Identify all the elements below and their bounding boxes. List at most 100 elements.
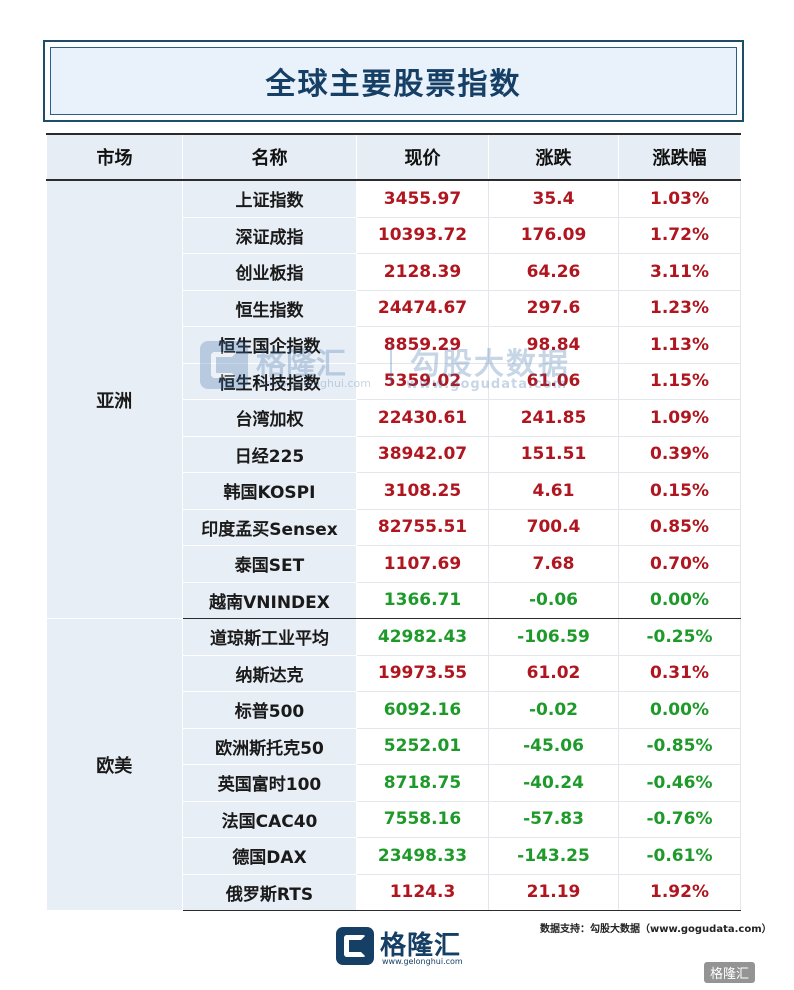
- table-row: 恒生科技指数 5359.02 61.06 1.15%: [47, 363, 741, 400]
- price-cell: 3455.97: [356, 180, 489, 218]
- index-name-cell: 英国富时100: [182, 764, 357, 802]
- price-cell: 1366.71: [356, 582, 489, 619]
- title-banner: 全球主要股票指数: [43, 40, 744, 122]
- index-name-cell: 泰国SET: [182, 545, 357, 583]
- table-row: 亚洲 上证指数 3455.97 35.4 1.03%: [46, 180, 741, 619]
- index-name-cell: 恒生国企指数: [182, 326, 357, 364]
- change-cell: 241.85: [488, 399, 619, 437]
- pct-change-cell: 1.92%: [618, 874, 741, 911]
- change-cell: -57.83: [488, 801, 619, 838]
- price-cell: 1124.3: [356, 874, 489, 911]
- price-cell: 42982.43: [356, 618, 489, 656]
- header-market: 市场: [46, 133, 183, 181]
- market-cell: 欧美: [46, 618, 183, 911]
- pct-change-cell: 1.09%: [618, 399, 741, 437]
- price-cell: 7558.16: [356, 801, 489, 838]
- table-row: 台湾加权 22430.61 241.85 1.09%: [47, 399, 741, 437]
- table-row: 标普500 6092.16 -0.02 0.00%: [47, 691, 741, 729]
- table-row: 印度孟买Sensex 82755.51 700.4 0.85%: [47, 509, 741, 546]
- table-row: 韩国KOSPI 3108.25 4.61 0.15%: [47, 472, 741, 510]
- index-table: 市场 名称 现价 涨跌 涨跌幅 亚洲 上证指数 3455.97 35.4 1.03% 深证…: [46, 133, 741, 911]
- table-row: 创业板指 2128.39 64.26 3.11%: [47, 253, 741, 291]
- pct-change-cell: 0.85%: [618, 509, 741, 546]
- table-row: 恒生指数 24474.67 297.6 1.23%: [47, 290, 741, 327]
- index-name-cell: 俄罗斯RTS: [182, 874, 357, 911]
- pct-change-cell: 1.15%: [618, 363, 741, 400]
- page-title: 全球主要股票指数: [265, 67, 522, 102]
- header-name: 名称: [182, 133, 357, 181]
- pct-change-cell: -0.76%: [618, 801, 741, 838]
- table-body: 亚洲 上证指数 3455.97 35.4 1.03% 深证成指 10393.72 176.09…: [46, 180, 741, 911]
- pct-change-cell: 3.11%: [618, 253, 741, 291]
- price-cell: 8859.29: [356, 326, 489, 364]
- corner-watermark: 格隆汇: [704, 962, 756, 983]
- table-row: 深证成指 10393.72 176.09 1.72%: [47, 217, 741, 254]
- table-row: 法国CAC40 7558.16 -57.83 -0.76%: [47, 801, 741, 838]
- pct-change-cell: 0.39%: [618, 436, 741, 473]
- pct-change-cell: 0.70%: [618, 545, 741, 583]
- pct-change-cell: -0.25%: [618, 618, 741, 656]
- pct-change-cell: 1.03%: [618, 180, 741, 218]
- table-row: 泰国SET 1107.69 7.68 0.70%: [47, 545, 741, 583]
- price-cell: 8718.75: [356, 764, 489, 802]
- change-cell: -0.02: [488, 691, 619, 729]
- price-cell: 5252.01: [356, 728, 489, 765]
- index-name-cell: 德国DAX: [182, 837, 357, 875]
- change-cell: -0.06: [488, 582, 619, 619]
- pct-change-cell: 0.15%: [618, 472, 741, 510]
- pct-change-cell: 1.23%: [618, 290, 741, 327]
- pct-change-cell: -0.46%: [618, 764, 741, 802]
- price-cell: 10393.72: [356, 217, 489, 254]
- index-name-cell: 印度孟买Sensex: [182, 509, 357, 546]
- change-cell: 98.84: [488, 326, 619, 364]
- change-cell: 64.26: [488, 253, 619, 291]
- market-cell: 亚洲: [46, 180, 183, 619]
- index-name-cell: 法国CAC40: [182, 801, 357, 838]
- index-name-cell: 深证成指: [182, 217, 357, 254]
- price-cell: 2128.39: [356, 253, 489, 291]
- index-name-cell: 恒生指数: [182, 290, 357, 327]
- footer-logo: 格隆汇 www.gelonghui.com: [336, 925, 466, 969]
- pct-change-cell: 1.13%: [618, 326, 741, 364]
- index-name-cell: 恒生科技指数: [182, 363, 357, 400]
- index-name-cell: 创业板指: [182, 253, 357, 291]
- table-row: 日经225 38942.07 151.51 0.39%: [47, 436, 741, 473]
- footer-logo-url: www.gelonghui.com: [382, 957, 463, 966]
- change-cell: 61.06: [488, 363, 619, 400]
- header-price: 现价: [356, 133, 489, 181]
- index-name-cell: 欧洲斯托克50: [182, 728, 357, 765]
- header-change: 涨跌: [488, 133, 619, 181]
- pct-change-cell: -0.61%: [618, 837, 741, 875]
- table-row: 英国富时100 8718.75 -40.24 -0.46%: [47, 764, 741, 802]
- table-row: 俄罗斯RTS 1124.3 21.19 1.92%: [47, 874, 741, 911]
- change-cell: 21.19: [488, 874, 619, 911]
- price-cell: 22430.61: [356, 399, 489, 437]
- pct-change-cell: -0.85%: [618, 728, 741, 765]
- change-cell: 61.02: [488, 655, 619, 692]
- pct-change-cell: 1.72%: [618, 217, 741, 254]
- pct-change-cell: 0.00%: [618, 691, 741, 729]
- table-row: 欧洲斯托克50 5252.01 -45.06 -0.85%: [47, 728, 741, 765]
- index-name-cell: 越南VNINDEX: [182, 582, 357, 619]
- change-cell: -45.06: [488, 728, 619, 765]
- change-cell: 700.4: [488, 509, 619, 546]
- pct-change-cell: 0.00%: [618, 582, 741, 619]
- price-cell: 19973.55: [356, 655, 489, 692]
- table-row: 德国DAX 23498.33 -143.25 -0.61%: [47, 837, 741, 875]
- table-row: 越南VNINDEX 1366.71 -0.06 0.00%: [47, 582, 741, 619]
- header-row: 市场 名称 现价 涨跌 涨跌幅: [46, 133, 741, 181]
- index-name-cell: 道琼斯工业平均: [182, 618, 357, 656]
- table-row: 恒生国企指数 8859.29 98.84 1.13%: [47, 326, 741, 364]
- change-cell: -143.25: [488, 837, 619, 875]
- table-row: 纳斯达克 19973.55 61.02 0.31%: [47, 655, 741, 692]
- change-cell: -106.59: [488, 618, 619, 656]
- index-name-cell: 标普500: [182, 691, 357, 729]
- price-cell: 24474.67: [356, 290, 489, 327]
- price-cell: 82755.51: [356, 509, 489, 546]
- index-name-cell: 日经225: [182, 436, 357, 473]
- change-cell: 4.61: [488, 472, 619, 510]
- price-cell: 23498.33: [356, 837, 489, 875]
- footer-logo-text: 格隆汇: [380, 931, 462, 961]
- change-cell: 151.51: [488, 436, 619, 473]
- change-cell: 176.09: [488, 217, 619, 254]
